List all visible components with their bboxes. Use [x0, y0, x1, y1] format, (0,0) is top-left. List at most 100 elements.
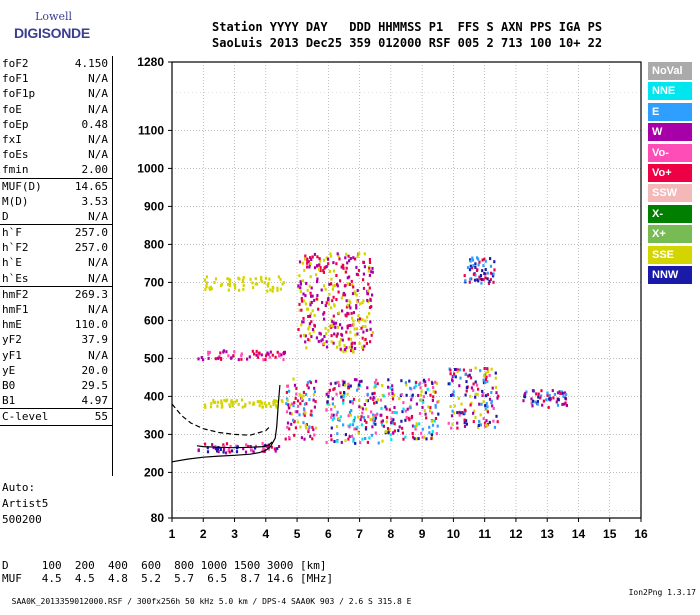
trace-point [237, 276, 240, 280]
trace-point [365, 341, 368, 345]
trace-point [299, 334, 302, 338]
trace-point [270, 445, 273, 449]
parameter-table: foF2 4.150 foF1 N/A foF1p N/A foE N/A foEp 0.48 fx… [0, 56, 112, 426]
trace-point [244, 450, 248, 454]
trace-point [292, 418, 295, 422]
trace-point [304, 424, 307, 428]
trace-point [482, 278, 485, 282]
trace-point [308, 322, 311, 326]
trace-point [548, 394, 551, 398]
trace-point [330, 282, 333, 286]
trace-point [482, 400, 485, 404]
trace-point [546, 391, 549, 395]
trace-point [478, 260, 481, 264]
trace-point [276, 447, 279, 451]
trace-point [409, 406, 412, 410]
trace-point [350, 409, 353, 412]
trace-point [393, 422, 396, 426]
trace-point [312, 393, 316, 396]
trace-point [197, 449, 200, 453]
trace-point [468, 280, 471, 284]
trace-point [301, 279, 305, 283]
trace-point [556, 391, 560, 395]
trace-point [310, 413, 314, 417]
trace-point [254, 277, 257, 281]
trace-point [336, 325, 340, 329]
trace-point [362, 415, 365, 419]
trace-point [341, 309, 344, 313]
trace-point [537, 392, 540, 396]
trace-point [300, 297, 303, 300]
trace-point [387, 378, 390, 382]
trace-point [437, 399, 440, 403]
trace-point [365, 328, 368, 332]
trace-point [332, 284, 335, 288]
trace-point [253, 402, 256, 406]
trace-point [360, 415, 363, 419]
trace-point [358, 405, 361, 409]
trace-point [252, 450, 255, 454]
trace-point [342, 383, 345, 387]
trace-point [315, 273, 318, 277]
trace-point [249, 277, 252, 281]
trace-point [335, 392, 338, 396]
trace-point [392, 394, 395, 398]
trace-point [354, 441, 357, 445]
trace-point [431, 423, 435, 427]
trace-point [228, 403, 231, 407]
param-name: yF1 [2, 348, 22, 362]
trace-point [332, 261, 335, 265]
trace-point [551, 389, 554, 393]
trace-point [344, 433, 347, 437]
trace-point [385, 420, 388, 424]
trace-point [309, 434, 312, 438]
trace-point [278, 445, 281, 448]
trace-point [304, 340, 307, 344]
y-tick-label: 1000 [137, 161, 164, 175]
trace-point [323, 258, 326, 262]
trace-point [479, 413, 482, 417]
trace-point [393, 406, 396, 409]
trace-point [364, 437, 367, 440]
trace-point [415, 422, 418, 426]
trace-point [338, 340, 341, 344]
param-value: N/A [88, 256, 108, 270]
y-tick-label: 80 [151, 511, 165, 525]
trace-point [449, 405, 452, 408]
trace-point [338, 311, 341, 315]
trace-point [309, 275, 312, 279]
trace-point [325, 340, 328, 344]
trace-point [339, 391, 342, 395]
trace-point [294, 426, 297, 430]
x-tick-label: 5 [294, 527, 301, 541]
trace-point [214, 277, 218, 281]
trace-point [302, 421, 305, 425]
trace-point [474, 415, 477, 419]
trace-point [325, 256, 328, 260]
trace-point [336, 439, 339, 443]
x-tick-label: 12 [509, 527, 523, 541]
trace-point [467, 374, 470, 378]
trace-point [298, 274, 301, 278]
trace-point [254, 444, 257, 448]
trace-point [368, 258, 371, 261]
y-tick-label: 300 [144, 427, 164, 441]
param-value: 0.48 [81, 117, 109, 131]
trace-point [328, 324, 331, 328]
trace-point [351, 401, 354, 405]
trace-point [404, 409, 407, 413]
trace-point [388, 428, 391, 432]
trace-point [233, 282, 236, 286]
trace-point [236, 445, 239, 449]
trace-point [310, 258, 313, 261]
trace-point [340, 333, 344, 337]
trace-point [481, 258, 484, 262]
trace-point [534, 400, 537, 404]
trace-point [377, 441, 380, 445]
trace-point [352, 285, 355, 289]
trace-point [228, 280, 231, 284]
trace-point [364, 319, 367, 323]
param-name: h`Es [2, 271, 29, 285]
trace-point [268, 277, 271, 281]
trace-point [456, 421, 459, 425]
